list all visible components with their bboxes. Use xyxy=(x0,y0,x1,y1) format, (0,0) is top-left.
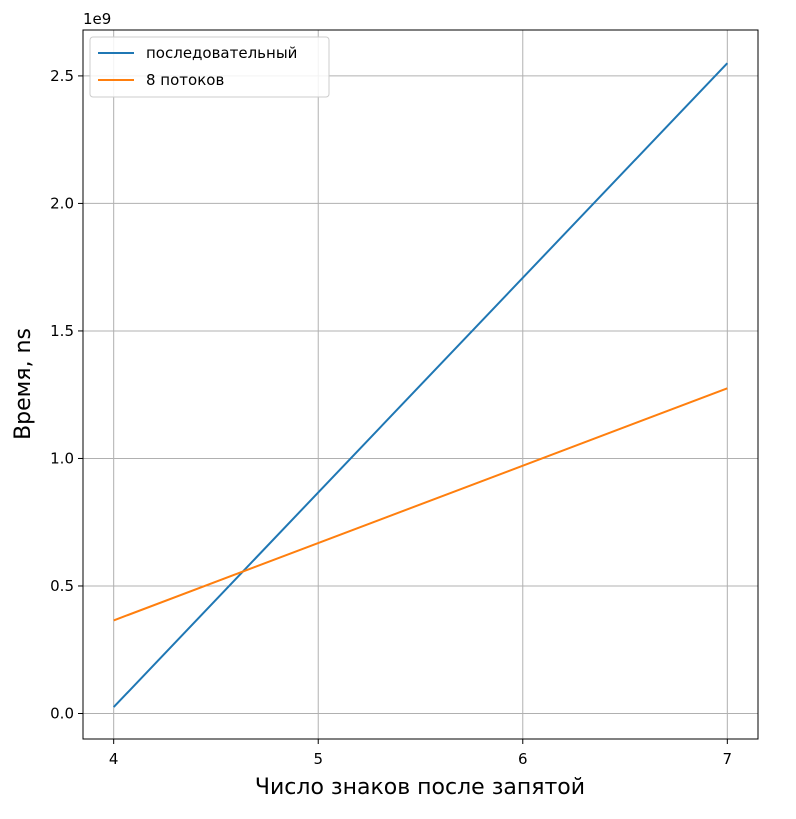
y-tick-label: 2.5 xyxy=(50,67,74,85)
y-tick-label: 1.0 xyxy=(50,449,74,467)
grid xyxy=(83,30,758,739)
x-tick-label: 6 xyxy=(518,750,528,768)
x-axis-label: Число знаков после запятой xyxy=(255,775,585,800)
x-tick-label: 4 xyxy=(109,750,119,768)
x-axis: 4 5 6 7 xyxy=(109,739,732,768)
legend: последовательный 8 потоков xyxy=(89,36,330,98)
series-line-0 xyxy=(112,62,729,708)
y-tick-label: 2.0 xyxy=(50,194,74,212)
y-tick-label: 0.5 xyxy=(50,577,74,595)
legend-box xyxy=(89,36,330,98)
y-offset-label: 1e9 xyxy=(83,10,111,28)
legend-label-0: последовательный xyxy=(146,44,297,62)
y-tick-label: 1.5 xyxy=(50,322,74,340)
legend-label-1: 8 потоков xyxy=(146,71,224,89)
y-tick-label: 0.0 xyxy=(50,704,74,722)
series-line-1 xyxy=(113,387,728,622)
plot-frame xyxy=(82,29,759,740)
series-group xyxy=(112,62,729,708)
x-tick-label: 7 xyxy=(723,750,733,768)
y-axis-label: Время, ns xyxy=(11,328,36,440)
x-tick-label: 5 xyxy=(313,750,323,768)
y-axis: 0.0 0.5 1.0 1.5 2.0 2.5 xyxy=(50,67,83,722)
